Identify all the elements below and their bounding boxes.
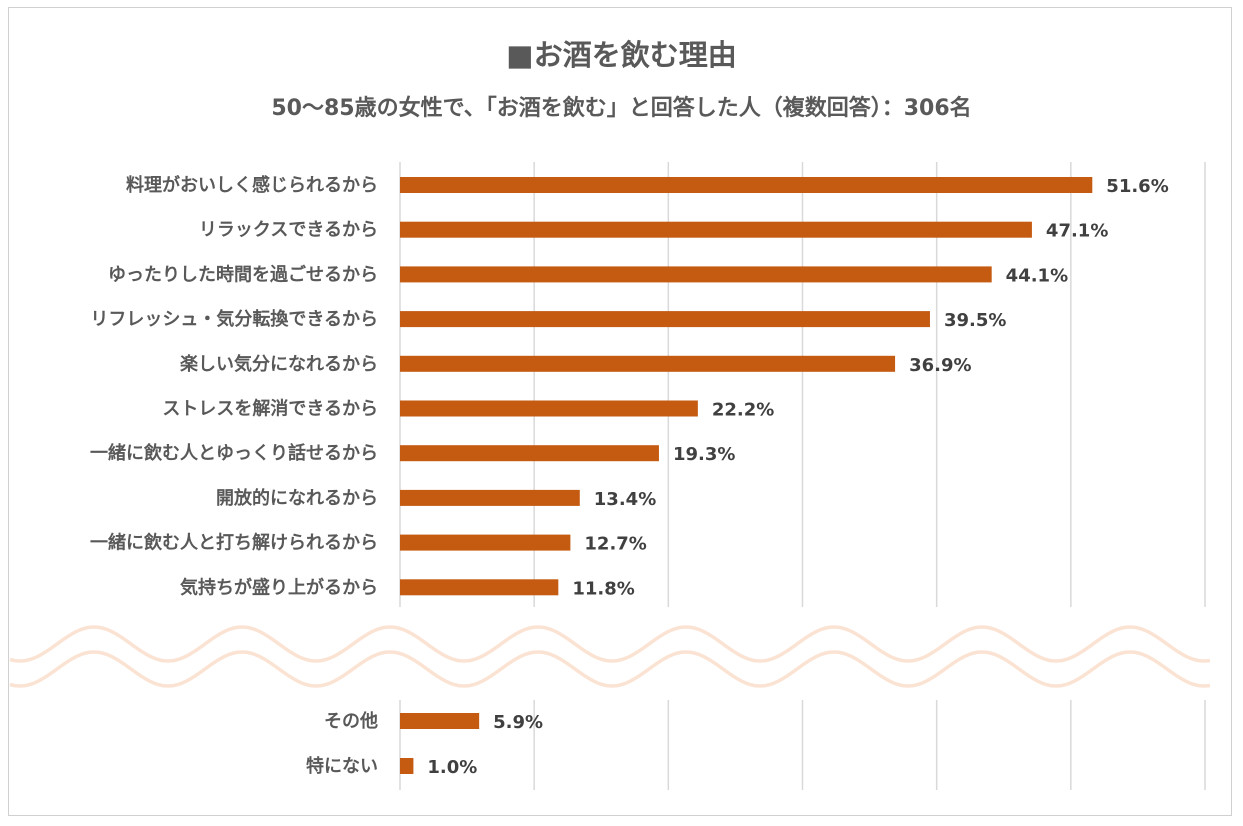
category-label: 開放的になれるから [216, 487, 378, 509]
category-label: その他 [324, 710, 378, 732]
data-label: 39.5% [944, 310, 1006, 331]
category-label: ストレスを解消できるから [162, 398, 378, 420]
bar [400, 400, 698, 417]
data-label: 51.6% [1106, 176, 1168, 197]
axis-break-wave [9, 650, 1211, 688]
data-label: 11.8% [572, 578, 634, 599]
bar [400, 579, 559, 596]
bar [400, 221, 1032, 238]
bar [400, 445, 659, 462]
category-label: リフレッシュ・気分転換できるから [90, 308, 378, 330]
bar [400, 355, 896, 372]
category-label: 気持ちが盛り上がるから [180, 576, 378, 598]
chart-subtitle: 50～85歳の女性で、「お酒を飲む」と回答した人（複数回答）：306名 [271, 96, 972, 121]
bar [400, 489, 580, 506]
chart-title: ■お酒を飲む理由 [506, 38, 737, 72]
category-label: 料理がおいしく感じられるから [126, 174, 378, 196]
category-label: 一緒に飲む人と打ち解けられるから [90, 532, 378, 554]
bar [400, 311, 930, 328]
chart-frame [8, 7, 1232, 816]
bar [400, 266, 992, 283]
bar [400, 534, 571, 551]
data-label: 12.7% [584, 534, 646, 555]
data-label: 1.0% [427, 757, 477, 778]
category-label: 特にない [306, 755, 378, 777]
bar [400, 177, 1093, 193]
category-label: 一緒に飲む人とゆっくり話せるから [90, 442, 378, 464]
data-label: 19.3% [673, 444, 735, 465]
bar [400, 713, 480, 729]
category-label: リラックスできるから [199, 220, 378, 241]
category-label: ゆったりした時間を過ごせるから [108, 263, 378, 285]
data-label: 13.4% [594, 489, 656, 510]
data-label: 5.9% [493, 712, 543, 733]
bar [400, 758, 414, 774]
axis-break-wave [9, 625, 1211, 663]
data-label: 36.9% [909, 355, 971, 376]
data-label: 22.2% [712, 400, 774, 421]
data-label: 44.1% [1006, 265, 1068, 286]
category-label: 楽しい気分になれるから [180, 353, 378, 375]
data-label: 47.1% [1046, 221, 1108, 242]
